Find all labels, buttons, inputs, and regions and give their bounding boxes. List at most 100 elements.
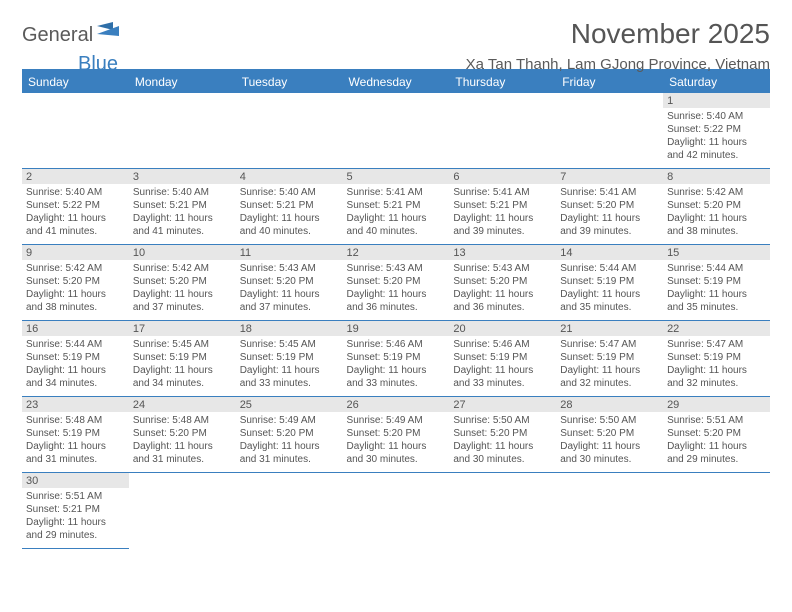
calendar-week-row: 16Sunrise: 5:44 AMSunset: 5:19 PMDayligh… [22, 321, 770, 397]
day-info-line: and 39 minutes. [560, 225, 659, 238]
day-info-line: and 33 minutes. [240, 377, 339, 390]
day-info-line: Sunrise: 5:47 AM [560, 338, 659, 351]
calendar-day-cell: 14Sunrise: 5:44 AMSunset: 5:19 PMDayligh… [556, 245, 663, 321]
day-header: Saturday [663, 71, 770, 93]
day-info-line: Sunrise: 5:47 AM [667, 338, 766, 351]
day-header: Monday [129, 71, 236, 93]
day-info-line: Daylight: 11 hours [453, 212, 552, 225]
day-number: 2 [22, 169, 129, 184]
day-info-line: and 33 minutes. [347, 377, 446, 390]
day-info-line: Sunset: 5:19 PM [347, 351, 446, 364]
day-info-line: Daylight: 11 hours [347, 440, 446, 453]
day-info-line: Daylight: 11 hours [667, 136, 766, 149]
day-number: 25 [236, 397, 343, 412]
day-info-line: Sunset: 5:19 PM [667, 275, 766, 288]
calendar-day-cell: 5Sunrise: 5:41 AMSunset: 5:21 PMDaylight… [343, 169, 450, 245]
calendar-day-cell: 7Sunrise: 5:41 AMSunset: 5:20 PMDaylight… [556, 169, 663, 245]
day-info-line: and 38 minutes. [26, 301, 125, 314]
day-info-line: Sunrise: 5:50 AM [560, 414, 659, 427]
calendar-empty-cell [449, 473, 556, 549]
day-number: 22 [663, 321, 770, 336]
day-info-line: and 40 minutes. [240, 225, 339, 238]
day-info-line: Sunset: 5:19 PM [26, 427, 125, 440]
day-info-line: Sunrise: 5:45 AM [240, 338, 339, 351]
day-info-line: Sunset: 5:21 PM [133, 199, 232, 212]
day-info-line: Sunrise: 5:43 AM [347, 262, 446, 275]
day-info-line: Sunrise: 5:43 AM [453, 262, 552, 275]
calendar-empty-cell [449, 93, 556, 169]
day-info-line: and 31 minutes. [240, 453, 339, 466]
day-info-line: Sunrise: 5:42 AM [26, 262, 125, 275]
day-number: 14 [556, 245, 663, 260]
day-info-line: Daylight: 11 hours [26, 364, 125, 377]
day-info-line: Sunrise: 5:43 AM [240, 262, 339, 275]
day-info-line: Sunset: 5:20 PM [240, 275, 339, 288]
day-info-line: Sunset: 5:19 PM [453, 351, 552, 364]
day-info-line: Daylight: 11 hours [453, 288, 552, 301]
day-header: Friday [556, 71, 663, 93]
calendar-week-row: 30Sunrise: 5:51 AMSunset: 5:21 PMDayligh… [22, 473, 770, 549]
day-info-line: Sunset: 5:20 PM [347, 275, 446, 288]
day-info-line: Sunrise: 5:42 AM [133, 262, 232, 275]
day-info-line: and 36 minutes. [347, 301, 446, 314]
calendar-empty-cell [129, 93, 236, 169]
calendar-day-cell: 12Sunrise: 5:43 AMSunset: 5:20 PMDayligh… [343, 245, 450, 321]
day-number: 15 [663, 245, 770, 260]
calendar-table: SundayMondayTuesdayWednesdayThursdayFrid… [22, 71, 770, 549]
day-info-line: Daylight: 11 hours [667, 212, 766, 225]
day-number: 16 [22, 321, 129, 336]
day-info-line: and 35 minutes. [667, 301, 766, 314]
day-info-line: Sunset: 5:20 PM [26, 275, 125, 288]
day-number: 17 [129, 321, 236, 336]
calendar-empty-cell [236, 473, 343, 549]
calendar-empty-cell [236, 93, 343, 169]
day-info-line: Sunrise: 5:41 AM [347, 186, 446, 199]
calendar-empty-cell [663, 473, 770, 549]
day-info-line: and 31 minutes. [26, 453, 125, 466]
day-info-line: Sunset: 5:20 PM [453, 275, 552, 288]
day-number: 3 [129, 169, 236, 184]
logo-text-general: General [22, 24, 93, 47]
day-info-line: Daylight: 11 hours [240, 212, 339, 225]
calendar-day-cell: 29Sunrise: 5:51 AMSunset: 5:20 PMDayligh… [663, 397, 770, 473]
calendar-day-cell: 15Sunrise: 5:44 AMSunset: 5:19 PMDayligh… [663, 245, 770, 321]
day-info-line: and 33 minutes. [453, 377, 552, 390]
calendar-day-cell: 25Sunrise: 5:49 AMSunset: 5:20 PMDayligh… [236, 397, 343, 473]
day-info-line: and 29 minutes. [26, 529, 125, 542]
day-info-line: Sunset: 5:19 PM [240, 351, 339, 364]
day-number: 26 [343, 397, 450, 412]
day-info-line: Daylight: 11 hours [347, 212, 446, 225]
day-info-line: Daylight: 11 hours [240, 364, 339, 377]
calendar-empty-cell [129, 473, 236, 549]
day-info-line: Daylight: 11 hours [560, 212, 659, 225]
day-info-line: Sunrise: 5:51 AM [667, 414, 766, 427]
day-info-line: Sunrise: 5:45 AM [133, 338, 232, 351]
day-info-line: Sunset: 5:20 PM [560, 427, 659, 440]
calendar-empty-cell [22, 93, 129, 169]
day-info-line: and 42 minutes. [667, 149, 766, 162]
day-number: 29 [663, 397, 770, 412]
calendar-day-cell: 30Sunrise: 5:51 AMSunset: 5:21 PMDayligh… [22, 473, 129, 549]
day-info-line: Sunset: 5:20 PM [240, 427, 339, 440]
day-info-line: Sunset: 5:19 PM [560, 275, 659, 288]
day-info-line: and 41 minutes. [26, 225, 125, 238]
day-info-line: Sunset: 5:20 PM [133, 427, 232, 440]
day-info-line: and 41 minutes. [133, 225, 232, 238]
day-number: 27 [449, 397, 556, 412]
calendar-week-row: 2Sunrise: 5:40 AMSunset: 5:22 PMDaylight… [22, 169, 770, 245]
logo: General [22, 24, 123, 47]
day-info-line: Sunset: 5:20 PM [347, 427, 446, 440]
calendar-day-cell: 1Sunrise: 5:40 AMSunset: 5:22 PMDaylight… [663, 93, 770, 169]
calendar-day-cell: 2Sunrise: 5:40 AMSunset: 5:22 PMDaylight… [22, 169, 129, 245]
day-info-line: Sunrise: 5:51 AM [26, 490, 125, 503]
day-info-line: and 30 minutes. [453, 453, 552, 466]
day-info-line: and 31 minutes. [133, 453, 232, 466]
day-info-line: Daylight: 11 hours [453, 364, 552, 377]
calendar-day-cell: 11Sunrise: 5:43 AMSunset: 5:20 PMDayligh… [236, 245, 343, 321]
day-info-line: and 34 minutes. [26, 377, 125, 390]
day-number: 13 [449, 245, 556, 260]
day-number: 9 [22, 245, 129, 260]
day-info-line: Sunrise: 5:41 AM [453, 186, 552, 199]
day-info-line: and 40 minutes. [347, 225, 446, 238]
day-info-line: Daylight: 11 hours [133, 440, 232, 453]
